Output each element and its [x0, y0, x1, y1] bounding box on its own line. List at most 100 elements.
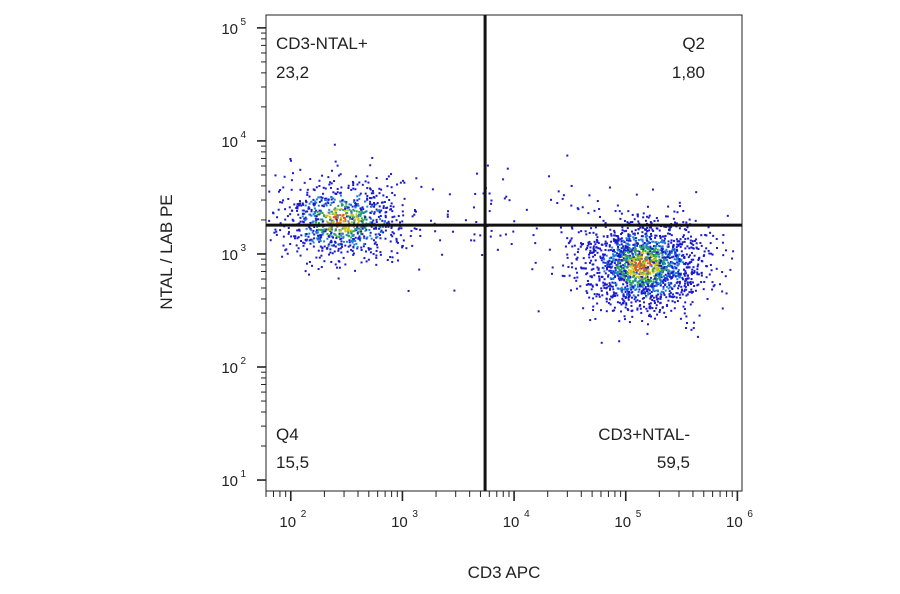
event-dot	[658, 308, 661, 311]
event-dot	[291, 218, 294, 221]
event-dot	[570, 204, 573, 207]
event-dot	[658, 272, 661, 275]
plot-frame	[265, 14, 743, 492]
event-dot	[646, 239, 649, 242]
event-dot	[625, 242, 628, 245]
event-dot	[597, 242, 600, 245]
event-dot	[598, 279, 601, 282]
event-dot	[668, 253, 671, 256]
event-dot	[648, 258, 651, 261]
event-dot	[340, 202, 343, 205]
event-dot	[310, 229, 313, 232]
event-dot	[636, 232, 639, 235]
event-dot	[315, 230, 318, 233]
event-dot	[619, 287, 622, 290]
event-dot	[648, 302, 651, 305]
event-dot	[315, 186, 318, 189]
event-dot	[577, 208, 580, 211]
event-dot	[627, 278, 630, 281]
event-dot	[287, 197, 290, 200]
event-dot	[682, 235, 685, 238]
event-dot	[582, 242, 585, 245]
event-dot	[667, 205, 670, 208]
event-dot	[284, 249, 287, 252]
event-dot	[590, 275, 593, 278]
event-dot	[641, 271, 644, 274]
event-dot	[312, 198, 315, 201]
event-dot	[321, 231, 324, 234]
event-dot	[610, 266, 613, 269]
event-dot	[636, 213, 639, 216]
event-dot	[613, 229, 616, 232]
event-dot	[676, 243, 679, 246]
x-tick-exponent: 4	[524, 509, 530, 520]
event-dot	[635, 288, 638, 291]
event-dot	[311, 264, 314, 267]
event-dot	[655, 274, 658, 277]
event-dot	[310, 200, 313, 203]
event-dot	[694, 219, 697, 222]
event-dot	[664, 267, 667, 270]
event-dot	[702, 288, 705, 291]
x-tick-label: 10	[391, 514, 408, 531]
event-dot	[597, 247, 600, 250]
event-dot	[304, 270, 307, 273]
event-dot	[696, 268, 699, 271]
event-dot	[375, 208, 378, 211]
event-dot	[688, 247, 691, 250]
event-dot	[657, 297, 660, 300]
event-dot	[662, 281, 665, 284]
event-dot	[640, 290, 643, 293]
event-dot	[401, 246, 404, 249]
event-dot	[660, 252, 663, 255]
event-dot	[310, 210, 313, 213]
event-dot	[286, 252, 289, 255]
event-dot	[657, 290, 660, 293]
event-dot	[390, 226, 393, 229]
event-dot	[354, 218, 357, 221]
event-dot	[367, 258, 370, 261]
event-dot	[614, 259, 617, 262]
event-dot	[612, 293, 615, 296]
event-dot	[325, 220, 328, 223]
event-dot	[360, 208, 363, 211]
event-dot	[617, 254, 620, 257]
event-dot	[631, 315, 634, 318]
event-dot	[620, 237, 623, 240]
event-dot	[324, 202, 327, 205]
event-dot	[297, 247, 300, 250]
event-dot	[637, 265, 640, 268]
event-dot	[627, 233, 630, 236]
event-dot	[646, 310, 649, 313]
event-dot	[621, 291, 624, 294]
event-dot	[696, 247, 699, 250]
event-dot	[639, 272, 642, 275]
event-dot	[642, 247, 645, 250]
event-dot	[329, 225, 332, 228]
event-dot	[593, 254, 596, 257]
event-dot	[505, 195, 508, 198]
event-dot	[371, 203, 374, 206]
event-dot	[634, 250, 637, 253]
quadrant-top-left-value: 23,2	[276, 63, 309, 82]
event-dot	[640, 311, 643, 314]
event-dot	[636, 308, 639, 311]
event-dot	[631, 291, 634, 294]
event-dot	[632, 249, 635, 252]
event-dot	[369, 231, 372, 234]
event-dot	[302, 244, 305, 247]
event-dot	[316, 210, 319, 213]
event-dot	[369, 247, 372, 250]
event-dot	[610, 285, 613, 288]
event-dot	[360, 232, 363, 235]
event-dot	[321, 218, 324, 221]
event-dot	[370, 205, 373, 208]
event-dot	[592, 251, 595, 254]
event-dot	[532, 234, 535, 237]
event-dot	[634, 267, 637, 270]
event-dot	[631, 213, 634, 216]
event-dot	[633, 234, 636, 237]
event-dot	[644, 287, 647, 290]
event-dot	[665, 215, 668, 218]
event-dot	[612, 277, 615, 280]
